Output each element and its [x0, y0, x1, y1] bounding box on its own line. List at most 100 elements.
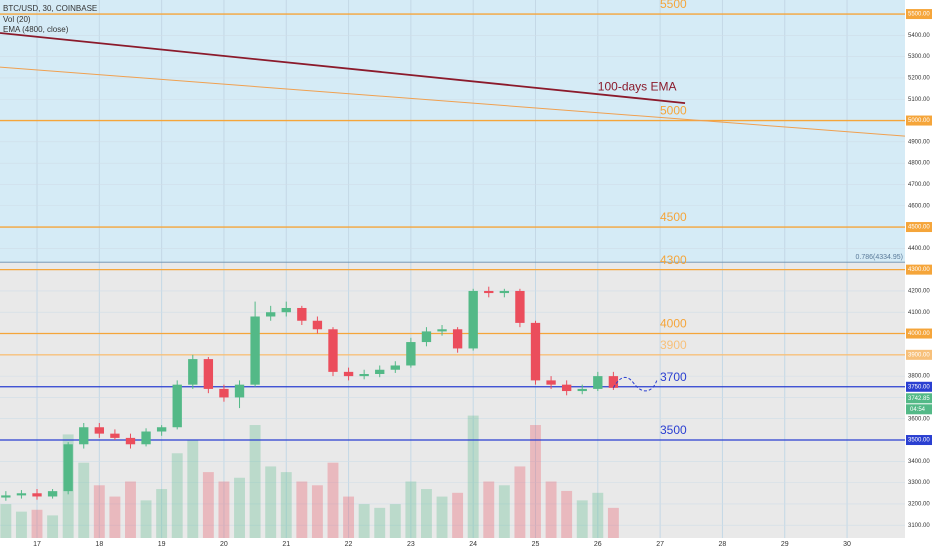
volume-bar	[47, 515, 59, 538]
volume-bar	[296, 481, 308, 538]
x-tick-label: 27	[656, 541, 664, 548]
volume-bar	[15, 511, 27, 538]
volume-bar	[545, 481, 557, 538]
level-badge	[906, 264, 932, 275]
volume-bar	[389, 504, 401, 538]
volume-bar	[498, 485, 510, 538]
level-axis-label: 5500.00	[908, 12, 930, 18]
last-price-badge	[906, 393, 932, 404]
fib-label: 0.786(4334.95)	[856, 254, 903, 261]
x-tick-label: 24	[469, 541, 477, 548]
x-tick-label: 26	[594, 541, 602, 548]
upper-zone	[0, 0, 905, 263]
candle-body	[250, 316, 260, 385]
y-tick-label: 3800.00	[908, 374, 930, 380]
candle-body	[79, 427, 89, 445]
y-tick-label: 4200.00	[908, 289, 930, 295]
candle-body	[172, 384, 182, 428]
candle-body	[343, 371, 354, 377]
y-tick-label: 3300.00	[908, 480, 930, 486]
countdown-label: 04:54	[910, 407, 926, 413]
volume-bar	[140, 500, 152, 538]
candle-body	[577, 388, 587, 392]
level-label: 3900	[660, 338, 687, 352]
level-label: 5500	[660, 0, 687, 11]
volume-bar	[31, 509, 43, 538]
x-tick-label: 22	[345, 541, 353, 548]
indicator-label: Vol (20)	[3, 15, 31, 24]
volume-bar	[202, 472, 214, 538]
y-tick-label: 4400.00	[908, 246, 930, 252]
x-tick-label: 18	[95, 541, 103, 548]
volume-bar	[405, 481, 417, 538]
chart-title: BTC/USD, 30, COINBASE	[3, 4, 97, 13]
y-tick-label: 4700.00	[908, 182, 930, 188]
candle-body	[63, 444, 73, 492]
time-axis	[0, 538, 905, 550]
volume-bar	[93, 485, 105, 538]
x-tick-label: 23	[407, 541, 415, 548]
candle-body	[47, 491, 58, 497]
level-label: 3700	[660, 370, 687, 384]
countdown-badge	[906, 404, 932, 415]
candle-body	[406, 342, 416, 366]
level-axis-label: 4300.00	[908, 267, 930, 273]
volume-bar	[530, 425, 541, 538]
candle-body	[328, 329, 338, 372]
ema-annotation: 100-days EMA	[598, 80, 677, 94]
candle-body	[608, 376, 619, 388]
y-tick-label: 4800.00	[908, 161, 930, 167]
volume-bar	[280, 472, 292, 538]
level-badge	[906, 435, 932, 446]
volume-bar	[78, 462, 90, 538]
y-tick-label: 3100.00	[908, 523, 930, 529]
candle-body	[515, 290, 525, 323]
volume-bar	[483, 481, 495, 538]
level-badge	[906, 9, 932, 20]
price-axis	[905, 0, 932, 550]
candle-body	[499, 290, 510, 294]
x-tick-label: 21	[282, 541, 290, 548]
lower-zone	[0, 262, 905, 538]
candle-body	[16, 493, 27, 496]
candle-body	[546, 380, 556, 385]
volume-bar	[156, 489, 168, 538]
candle-body	[421, 331, 432, 343]
level-label: 5000	[660, 104, 687, 118]
y-tick-label: 4600.00	[908, 203, 930, 209]
y-tick-label: 5100.00	[908, 97, 930, 103]
volume-bar	[0, 504, 12, 538]
candle-body	[219, 388, 229, 398]
last-price-label: 3742.85	[908, 396, 930, 402]
candle-body	[266, 312, 276, 317]
volume-bar	[576, 500, 588, 538]
volume-bar	[218, 481, 230, 538]
candle-body	[297, 307, 307, 321]
trend-line	[0, 66, 906, 137]
x-tick-label: 25	[532, 541, 540, 548]
y-tick-label: 4900.00	[908, 139, 930, 145]
volume-bar	[343, 496, 355, 538]
candle-body	[188, 359, 198, 385]
level-badge	[906, 381, 932, 392]
level-axis-label: 4000.00	[908, 331, 930, 337]
level-badge	[906, 115, 932, 126]
volume-bar	[327, 462, 339, 538]
level-axis-label: 5000.00	[908, 118, 930, 124]
candle-body	[141, 431, 151, 445]
level-badge	[906, 222, 932, 233]
candle-body	[32, 493, 42, 497]
y-tick-label: 5400.00	[908, 33, 930, 39]
y-tick-label: 5300.00	[908, 54, 930, 60]
x-tick-label: 28	[719, 541, 727, 548]
candle-body	[125, 437, 136, 445]
candle-body	[484, 290, 494, 294]
candle-body	[156, 427, 167, 432]
level-label: 4300	[660, 253, 687, 267]
volume-bar	[249, 425, 261, 538]
indicator-label: EMA (4800, close)	[3, 25, 69, 34]
x-tick-label: 17	[33, 541, 41, 548]
candle-body	[375, 369, 385, 375]
candle-body	[359, 374, 369, 377]
